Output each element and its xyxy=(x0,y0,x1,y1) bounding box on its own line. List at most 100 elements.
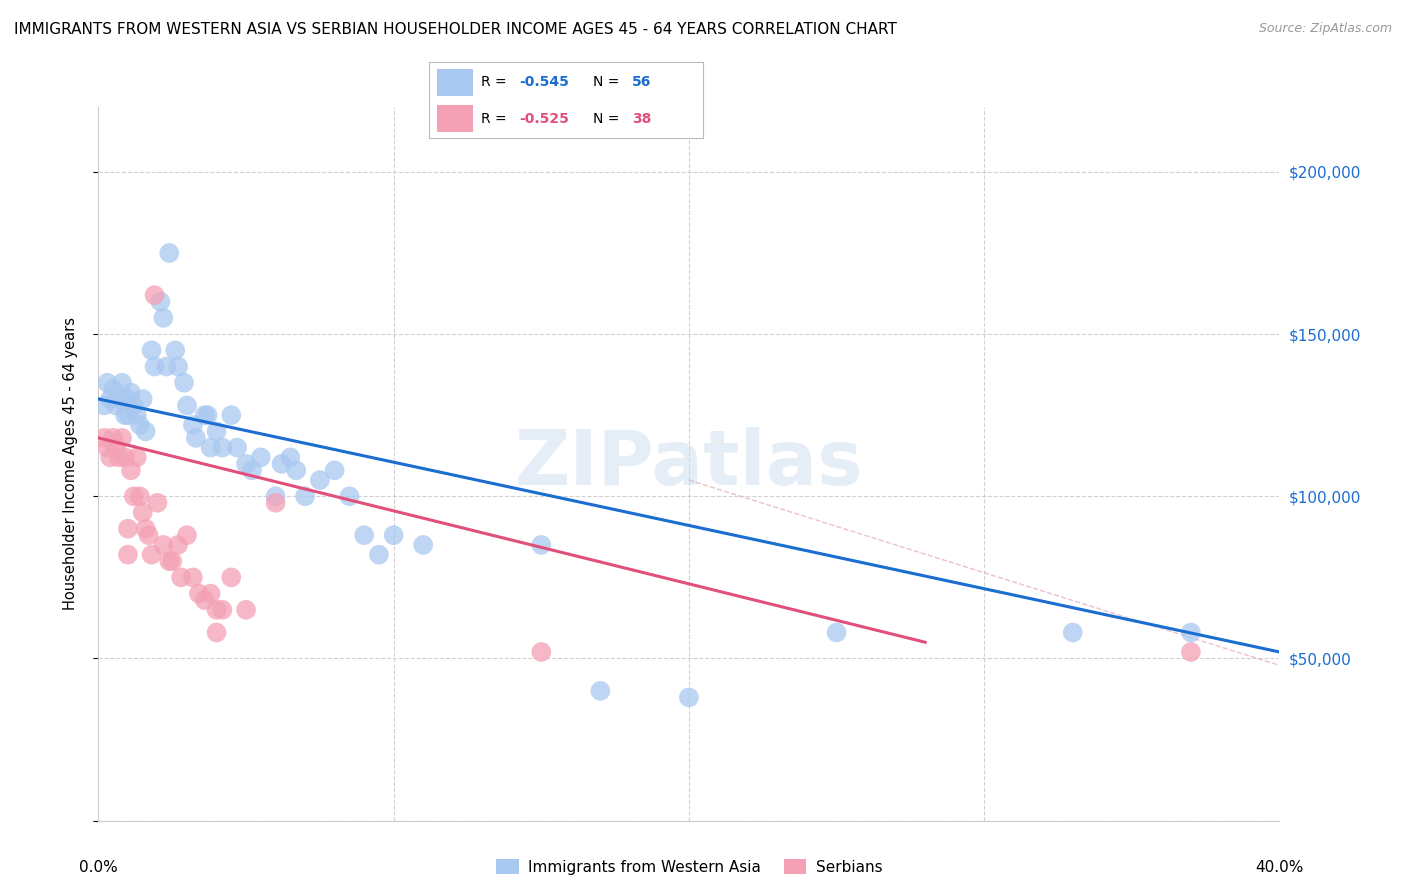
Point xyxy=(146,496,169,510)
Point xyxy=(323,463,346,477)
Point xyxy=(368,548,391,562)
Point xyxy=(143,359,166,374)
Point xyxy=(167,359,190,374)
Point xyxy=(93,431,115,445)
Point xyxy=(114,450,136,465)
Point xyxy=(93,399,115,413)
Point xyxy=(120,385,142,400)
Point xyxy=(240,463,263,477)
Point xyxy=(205,625,228,640)
Point xyxy=(108,450,131,465)
Point xyxy=(103,431,125,445)
Point xyxy=(219,570,242,584)
Point xyxy=(194,593,217,607)
Point xyxy=(157,246,180,260)
Point xyxy=(103,382,125,396)
Point xyxy=(96,376,118,390)
Legend: Immigrants from Western Asia, Serbians: Immigrants from Western Asia, Serbians xyxy=(489,853,889,880)
Point xyxy=(235,457,257,471)
Point xyxy=(197,408,219,422)
Point xyxy=(152,538,174,552)
Point xyxy=(205,603,228,617)
Point xyxy=(108,392,131,406)
Point xyxy=(187,586,209,600)
Point xyxy=(141,343,163,358)
Point xyxy=(105,441,128,455)
Point xyxy=(205,425,228,439)
Point xyxy=(143,288,166,302)
Point xyxy=(250,450,273,465)
Point xyxy=(278,450,302,465)
Point xyxy=(141,548,163,562)
Text: R =: R = xyxy=(481,75,510,89)
Point xyxy=(412,538,434,552)
Point xyxy=(219,408,242,422)
Point xyxy=(270,457,292,471)
Point xyxy=(152,310,174,325)
Point xyxy=(339,489,360,503)
Point xyxy=(128,489,150,503)
Point xyxy=(155,359,177,374)
Point xyxy=(125,408,148,422)
Point xyxy=(98,450,121,465)
Point xyxy=(589,684,612,698)
Point xyxy=(117,408,139,422)
Point xyxy=(194,408,217,422)
Point xyxy=(353,528,375,542)
Point xyxy=(162,554,183,568)
Point xyxy=(173,376,195,390)
Point xyxy=(181,417,204,432)
Text: R =: R = xyxy=(481,112,510,126)
Point xyxy=(1180,645,1202,659)
Text: ZIPatlas: ZIPatlas xyxy=(515,427,863,500)
Text: 40.0%: 40.0% xyxy=(1256,860,1303,874)
Y-axis label: Householder Income Ages 45 - 64 years: Householder Income Ages 45 - 64 years xyxy=(63,318,77,610)
Point xyxy=(128,417,150,432)
Point xyxy=(1062,625,1084,640)
Point xyxy=(200,441,222,455)
Point xyxy=(122,399,145,413)
Point xyxy=(96,441,118,455)
Point xyxy=(176,528,198,542)
Point xyxy=(176,399,198,413)
Point xyxy=(200,586,222,600)
Point xyxy=(235,603,257,617)
Point xyxy=(1180,625,1202,640)
Text: N =: N = xyxy=(593,112,624,126)
Point xyxy=(135,522,157,536)
Text: Source: ZipAtlas.com: Source: ZipAtlas.com xyxy=(1258,22,1392,36)
Text: -0.545: -0.545 xyxy=(519,75,569,89)
Point xyxy=(211,441,233,455)
Point xyxy=(167,538,190,552)
Point xyxy=(111,376,134,390)
Point xyxy=(135,425,157,439)
Point xyxy=(309,473,332,487)
Point xyxy=(226,441,249,455)
Point xyxy=(170,570,193,584)
FancyBboxPatch shape xyxy=(437,69,472,95)
Text: N =: N = xyxy=(593,75,624,89)
Point xyxy=(132,506,155,520)
Text: 0.0%: 0.0% xyxy=(79,860,118,874)
Point xyxy=(181,570,204,584)
FancyBboxPatch shape xyxy=(437,105,472,132)
Point xyxy=(678,690,700,705)
Point xyxy=(530,538,553,552)
Text: -0.525: -0.525 xyxy=(519,112,569,126)
Point xyxy=(165,343,187,358)
Text: 38: 38 xyxy=(631,112,651,126)
Point xyxy=(157,554,180,568)
Point xyxy=(264,496,287,510)
Point xyxy=(117,392,139,406)
Point xyxy=(122,489,145,503)
Point xyxy=(125,450,148,465)
Point xyxy=(111,431,134,445)
Point xyxy=(211,603,233,617)
Point xyxy=(184,431,207,445)
Point xyxy=(105,399,128,413)
Point xyxy=(149,294,172,309)
Text: IMMIGRANTS FROM WESTERN ASIA VS SERBIAN HOUSEHOLDER INCOME AGES 45 - 64 YEARS CO: IMMIGRANTS FROM WESTERN ASIA VS SERBIAN … xyxy=(14,22,897,37)
Point xyxy=(132,392,155,406)
Point xyxy=(138,528,160,542)
Point xyxy=(825,625,848,640)
